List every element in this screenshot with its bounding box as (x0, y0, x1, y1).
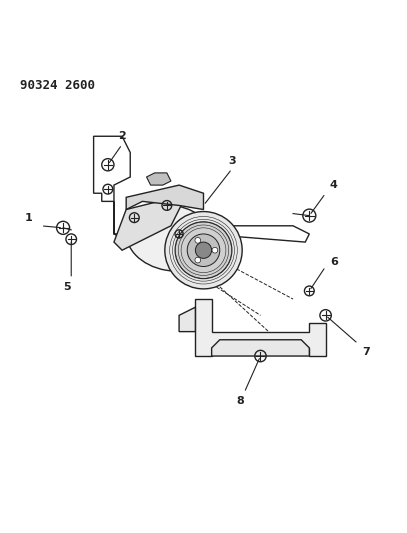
Text: 6: 6 (330, 257, 338, 268)
Ellipse shape (127, 205, 215, 271)
Text: 3: 3 (228, 156, 236, 166)
Text: 4: 4 (330, 180, 338, 190)
Circle shape (195, 257, 201, 263)
Text: 1: 1 (24, 213, 33, 223)
Circle shape (195, 238, 201, 243)
Circle shape (187, 234, 220, 266)
Circle shape (195, 242, 212, 259)
Text: 8: 8 (236, 396, 244, 406)
Polygon shape (212, 340, 309, 356)
Polygon shape (114, 197, 183, 250)
Polygon shape (126, 185, 204, 209)
Text: 5: 5 (63, 282, 71, 292)
Polygon shape (179, 307, 195, 332)
Circle shape (165, 212, 242, 289)
Text: 2: 2 (118, 131, 126, 141)
Circle shape (212, 247, 218, 253)
Text: 90324 2600: 90324 2600 (20, 79, 95, 92)
Polygon shape (195, 299, 326, 356)
Text: 7: 7 (362, 347, 370, 357)
Polygon shape (147, 173, 171, 185)
Circle shape (175, 222, 232, 279)
